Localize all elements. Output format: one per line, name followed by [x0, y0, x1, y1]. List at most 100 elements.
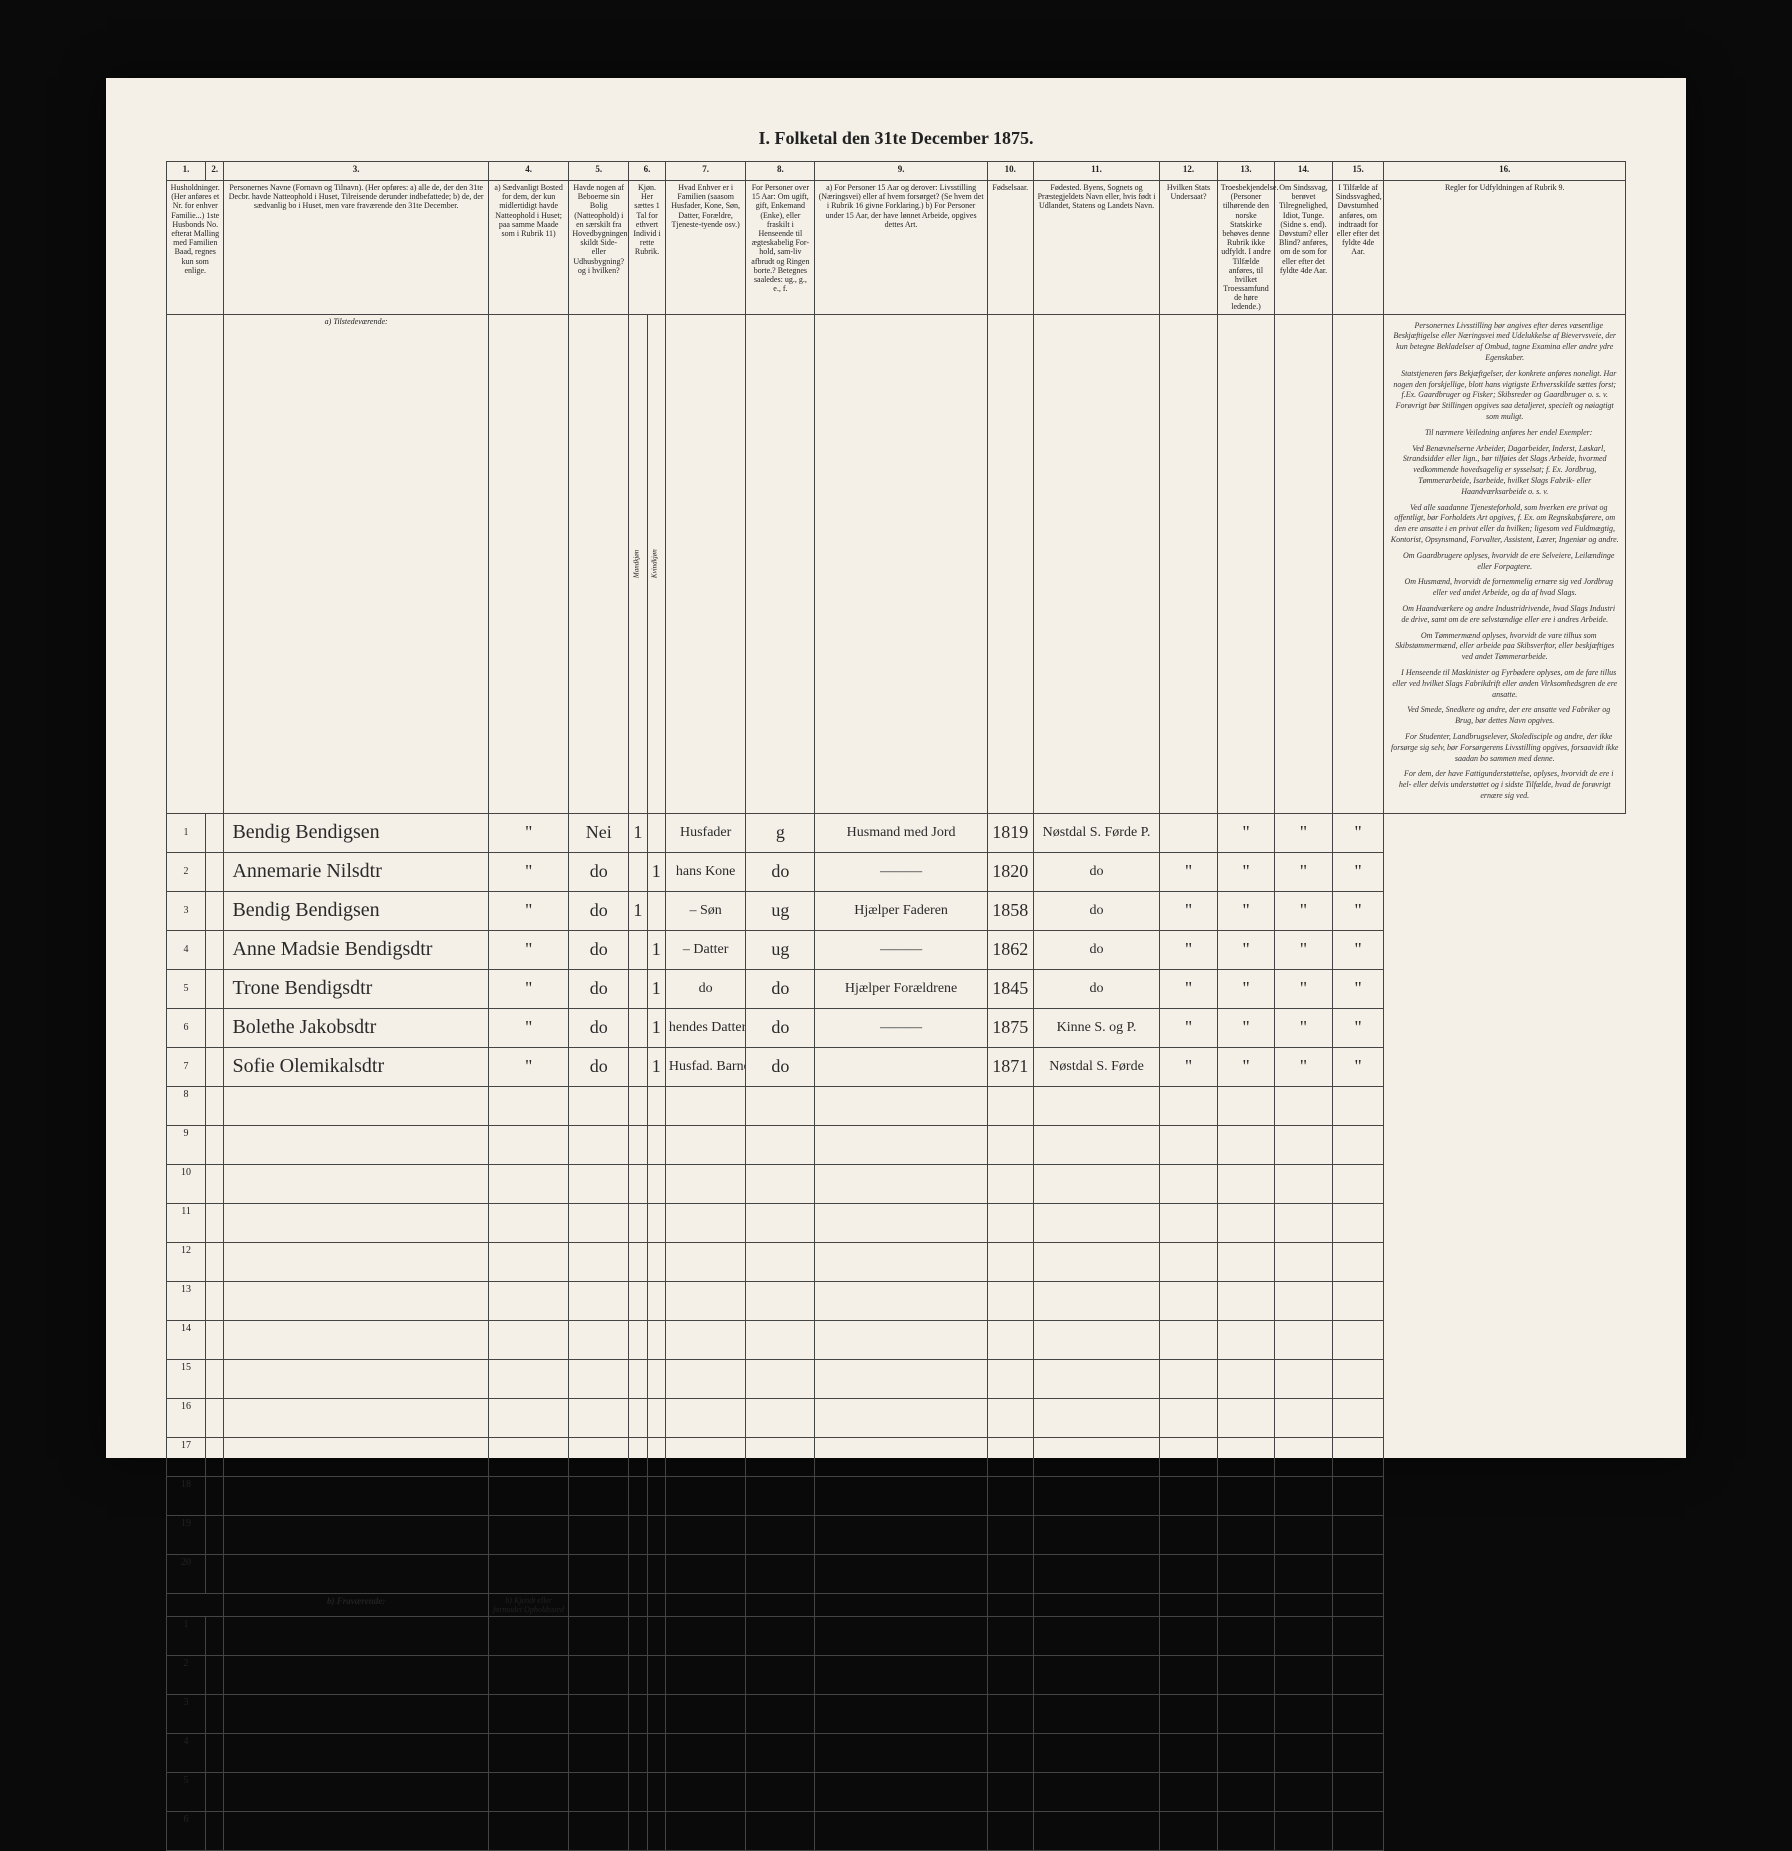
person-name: Annemarie Nilsdtr	[224, 852, 488, 891]
cell-c4: "	[488, 969, 568, 1008]
colnum-7: 7.	[665, 162, 745, 181]
table-row: 8	[167, 1086, 1626, 1125]
table-row: 19	[167, 1515, 1626, 1554]
table-row: 10	[167, 1164, 1626, 1203]
cell-c12: "	[1160, 969, 1217, 1008]
table-row: 11	[167, 1203, 1626, 1242]
cell-marital: do	[746, 1008, 815, 1047]
colnum-11: 11.	[1033, 162, 1159, 181]
census-table: 1. 2. 3. 4. 5. 6. 7. 8. 9. 10. 11. 12. 1…	[166, 161, 1626, 1851]
table-row: 2	[167, 1655, 1626, 1694]
cell-birthyear: 1845	[987, 969, 1033, 1008]
row-num: 2	[167, 1655, 206, 1694]
colnum-6: 6.	[629, 162, 666, 181]
cell-birthyear: 1875	[987, 1008, 1033, 1047]
cell-c15: "	[1332, 969, 1384, 1008]
head-5: Havde nogen af Beboerne sin Bolig (Natte…	[569, 181, 629, 315]
column-number-row: 1. 2. 3. 4. 5. 6. 7. 8. 9. 10. 11. 12. 1…	[167, 162, 1626, 181]
table-row: 20	[167, 1554, 1626, 1593]
cell-relation: Husfader	[665, 813, 745, 852]
rules-paragraph: Om Husmænd, hvorvidt de fornemmelig ernæ…	[1390, 577, 1619, 599]
head-14: Om Sindssvag, berøvet Tilregnelighed, Id…	[1275, 181, 1332, 315]
cell-male	[629, 930, 647, 969]
colnum-15: 15.	[1332, 162, 1384, 181]
cell-birthyear: 1871	[987, 1047, 1033, 1086]
table-row: 18	[167, 1476, 1626, 1515]
cell-female	[647, 891, 665, 930]
cell-c14: "	[1275, 891, 1332, 930]
head-11: Fødested. Byens, Sognets og Præstegjelde…	[1033, 181, 1159, 315]
section-b-col4: b) Kjendt eller formodet Opholdssted	[488, 1593, 568, 1616]
row-num: 4	[167, 1733, 206, 1772]
person-name: Bendig Bendigsen	[224, 891, 488, 930]
cell-c14: "	[1275, 969, 1332, 1008]
cell-female: 1	[647, 852, 665, 891]
colnum-12: 12.	[1160, 162, 1217, 181]
colnum-2: 2.	[206, 162, 224, 181]
cell-c15: "	[1332, 1008, 1384, 1047]
cell-c5: Nei	[569, 813, 629, 852]
row-num: 18	[167, 1476, 206, 1515]
person-name: Bendig Bendigsen	[224, 813, 488, 852]
head-15: I Tilfælde af Sindssvaghed, Døvstumhed a…	[1332, 181, 1384, 315]
cell-occupation: ———	[815, 852, 987, 891]
cell-c4: "	[488, 852, 568, 891]
table-row: 14	[167, 1320, 1626, 1359]
cell-relation: Husfad. Barnebarn	[665, 1047, 745, 1086]
cell-birthplace: Nøstdal S. Førde	[1033, 1047, 1159, 1086]
cell-c13: "	[1217, 852, 1274, 891]
rules-paragraph: Ved Benævnelserne Arbeider, Dagarbeider,…	[1390, 444, 1619, 498]
head-3: Personernes Navne (Fornavn og Tilnavn). …	[224, 181, 488, 315]
cell-c15: "	[1332, 1047, 1384, 1086]
table-row: 17	[167, 1437, 1626, 1476]
rules-paragraph: For dem, der have Fattigunderstøttelse, …	[1390, 769, 1619, 801]
cell-birthyear: 1858	[987, 891, 1033, 930]
row-num: 8	[167, 1086, 206, 1125]
row-num: 10	[167, 1164, 206, 1203]
cell-c13: "	[1217, 969, 1274, 1008]
table-row: 3Bendig Bendigsen"do1– SønugHjælper Fade…	[167, 891, 1626, 930]
census-page: I. Folketal den 31te December 1875. 1. 2…	[106, 78, 1686, 1458]
table-row: 5	[167, 1772, 1626, 1811]
cell-female: 1	[647, 1008, 665, 1047]
cell-c4: "	[488, 1047, 568, 1086]
cell-male: 1	[629, 813, 647, 852]
rules-paragraph: Om Tømmermænd oplyses, hvorvidt de vare …	[1390, 631, 1619, 663]
cell-marital: g	[746, 813, 815, 852]
table-row: 13	[167, 1281, 1626, 1320]
head-13: Troesbekjendelse. (Personer tilhørende d…	[1217, 181, 1274, 315]
cell-c5: do	[569, 852, 629, 891]
rules-paragraph: Om Gaardbrugere oplyses, hvorvidt de ere…	[1390, 551, 1619, 573]
head-7: Hvad Enhver er i Familien (saasom Husfad…	[665, 181, 745, 315]
table-row: 7Sofie Olemikalsdtr"do1Husfad. Barnebarn…	[167, 1047, 1626, 1086]
cell-c14: "	[1275, 930, 1332, 969]
row-num: 5	[167, 969, 206, 1008]
section-a-label: a) Tilstedeværende:	[224, 314, 488, 813]
cell-male: 1	[629, 891, 647, 930]
rules-paragraph: Ved Smede, Snedkere og andre, der ere an…	[1390, 705, 1619, 727]
row-num: 17	[167, 1437, 206, 1476]
colnum-13: 13.	[1217, 162, 1274, 181]
cell-c12: "	[1160, 1047, 1217, 1086]
section-b-row: b) Fraværende:b) Kjendt eller formodet O…	[167, 1593, 1626, 1616]
sub-male: Mandkjøn	[629, 314, 647, 813]
cell-c14: "	[1275, 813, 1332, 852]
row-num: 5	[167, 1772, 206, 1811]
cell-marital: ug	[746, 891, 815, 930]
table-row: 6	[167, 1811, 1626, 1850]
colnum-3: 3.	[224, 162, 488, 181]
table-row: 3	[167, 1694, 1626, 1733]
row-num: 12	[167, 1242, 206, 1281]
table-row: 2Annemarie Nilsdtr"do1hans Konedo———1820…	[167, 852, 1626, 891]
cell-occupation: ———	[815, 930, 987, 969]
person-name: Bolethe Jakobsdtr	[224, 1008, 488, 1047]
cell-c13: "	[1217, 813, 1274, 852]
row-num: 15	[167, 1359, 206, 1398]
cell-c4: "	[488, 813, 568, 852]
cell-c14: "	[1275, 1008, 1332, 1047]
cell-female	[647, 813, 665, 852]
person-name: Sofie Olemikalsdtr	[224, 1047, 488, 1086]
cell-female: 1	[647, 969, 665, 1008]
cell-c4: "	[488, 930, 568, 969]
cell-birthplace: Kinne S. og P.	[1033, 1008, 1159, 1047]
